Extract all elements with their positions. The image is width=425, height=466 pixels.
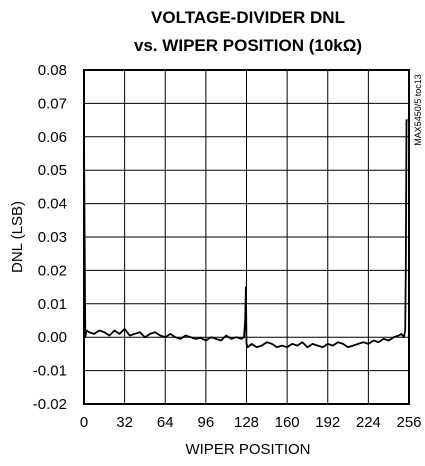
x-tick-label: 0: [80, 414, 88, 431]
series-line-dnl: [83, 119, 408, 349]
grid-lines: [84, 70, 409, 404]
y-tick-label: 0.00: [38, 329, 67, 346]
x-tick-label: 64: [157, 414, 174, 431]
x-tick-label: 160: [275, 414, 300, 431]
x-tick-label: 224: [356, 414, 381, 431]
y-tick-label: 0.01: [38, 296, 67, 313]
y-tick-label: 0.08: [38, 62, 67, 79]
y-tick-label: -0.01: [33, 363, 67, 380]
y-tick-label: 0.05: [38, 162, 67, 179]
y-tick-label: -0.02: [33, 396, 67, 413]
figure-code-label: MAX5450/5 toc13: [413, 74, 423, 146]
x-axis-label: WIPER POSITION: [185, 441, 310, 458]
y-tick-label: 0.06: [38, 129, 67, 146]
y-tick-label: 0.04: [38, 196, 67, 213]
y-tick-label: 0.03: [38, 229, 67, 246]
x-tick-label: 32: [116, 414, 133, 431]
x-tick-label: 256: [396, 414, 421, 431]
x-tick-label: 128: [234, 414, 259, 431]
y-tick-labels: 0.08 0.07 0.06 0.05 0.04 0.03 0.02 0.01 0.00 -0.0…: [33, 62, 67, 413]
y-tick-label: 0.02: [38, 262, 67, 279]
y-tick-label: 0.07: [38, 95, 67, 112]
chart-title-line2: vs. WIPER POSITION (10kΩ): [134, 36, 362, 55]
x-tick-labels: 0 32 64 96 128 160 192 224 256: [80, 414, 422, 431]
x-tick-label: 96: [198, 414, 215, 431]
y-axis-label: DNL (LSB): [9, 201, 26, 273]
chart-title-line1: VOLTAGE-DIVIDER DNL: [151, 8, 345, 27]
x-tick-label: 192: [315, 414, 340, 431]
